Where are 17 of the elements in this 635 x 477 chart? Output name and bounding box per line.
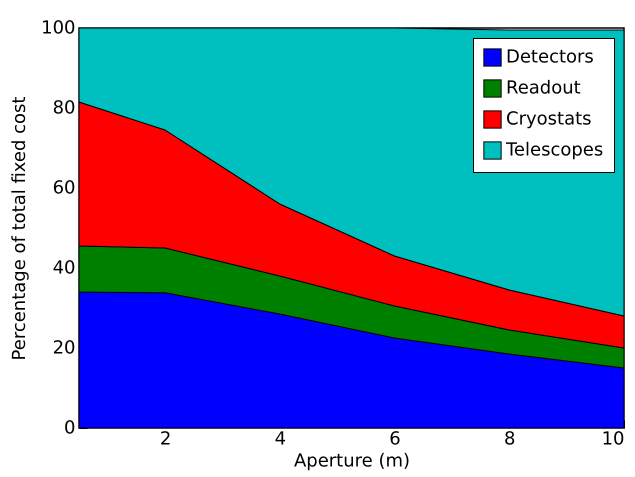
x-tick-label: 2 bbox=[160, 428, 172, 450]
x-tick-label: 4 bbox=[274, 428, 286, 450]
y-tick-label: 0 bbox=[64, 418, 76, 438]
x-tick-label: 6 bbox=[389, 428, 401, 450]
y-tick-label: 20 bbox=[52, 338, 76, 358]
legend-label: Detectors bbox=[506, 46, 594, 68]
x-tick-label: 10 bbox=[602, 428, 624, 450]
y-axis-title: Percentage of total fixed cost bbox=[9, 96, 30, 360]
y-tick-label: 60 bbox=[52, 178, 76, 198]
y-tick-label: 100 bbox=[41, 18, 76, 38]
legend-label: Readout bbox=[506, 78, 581, 98]
x-tick-label: 8 bbox=[504, 428, 516, 450]
y-tick-label: 80 bbox=[52, 98, 76, 118]
y-tick-label: 40 bbox=[52, 258, 76, 278]
legend-label: Cryostats bbox=[506, 108, 592, 130]
legend-label: Telescopes bbox=[505, 140, 604, 160]
x-axis-title: Aperture (m) bbox=[294, 450, 410, 472]
